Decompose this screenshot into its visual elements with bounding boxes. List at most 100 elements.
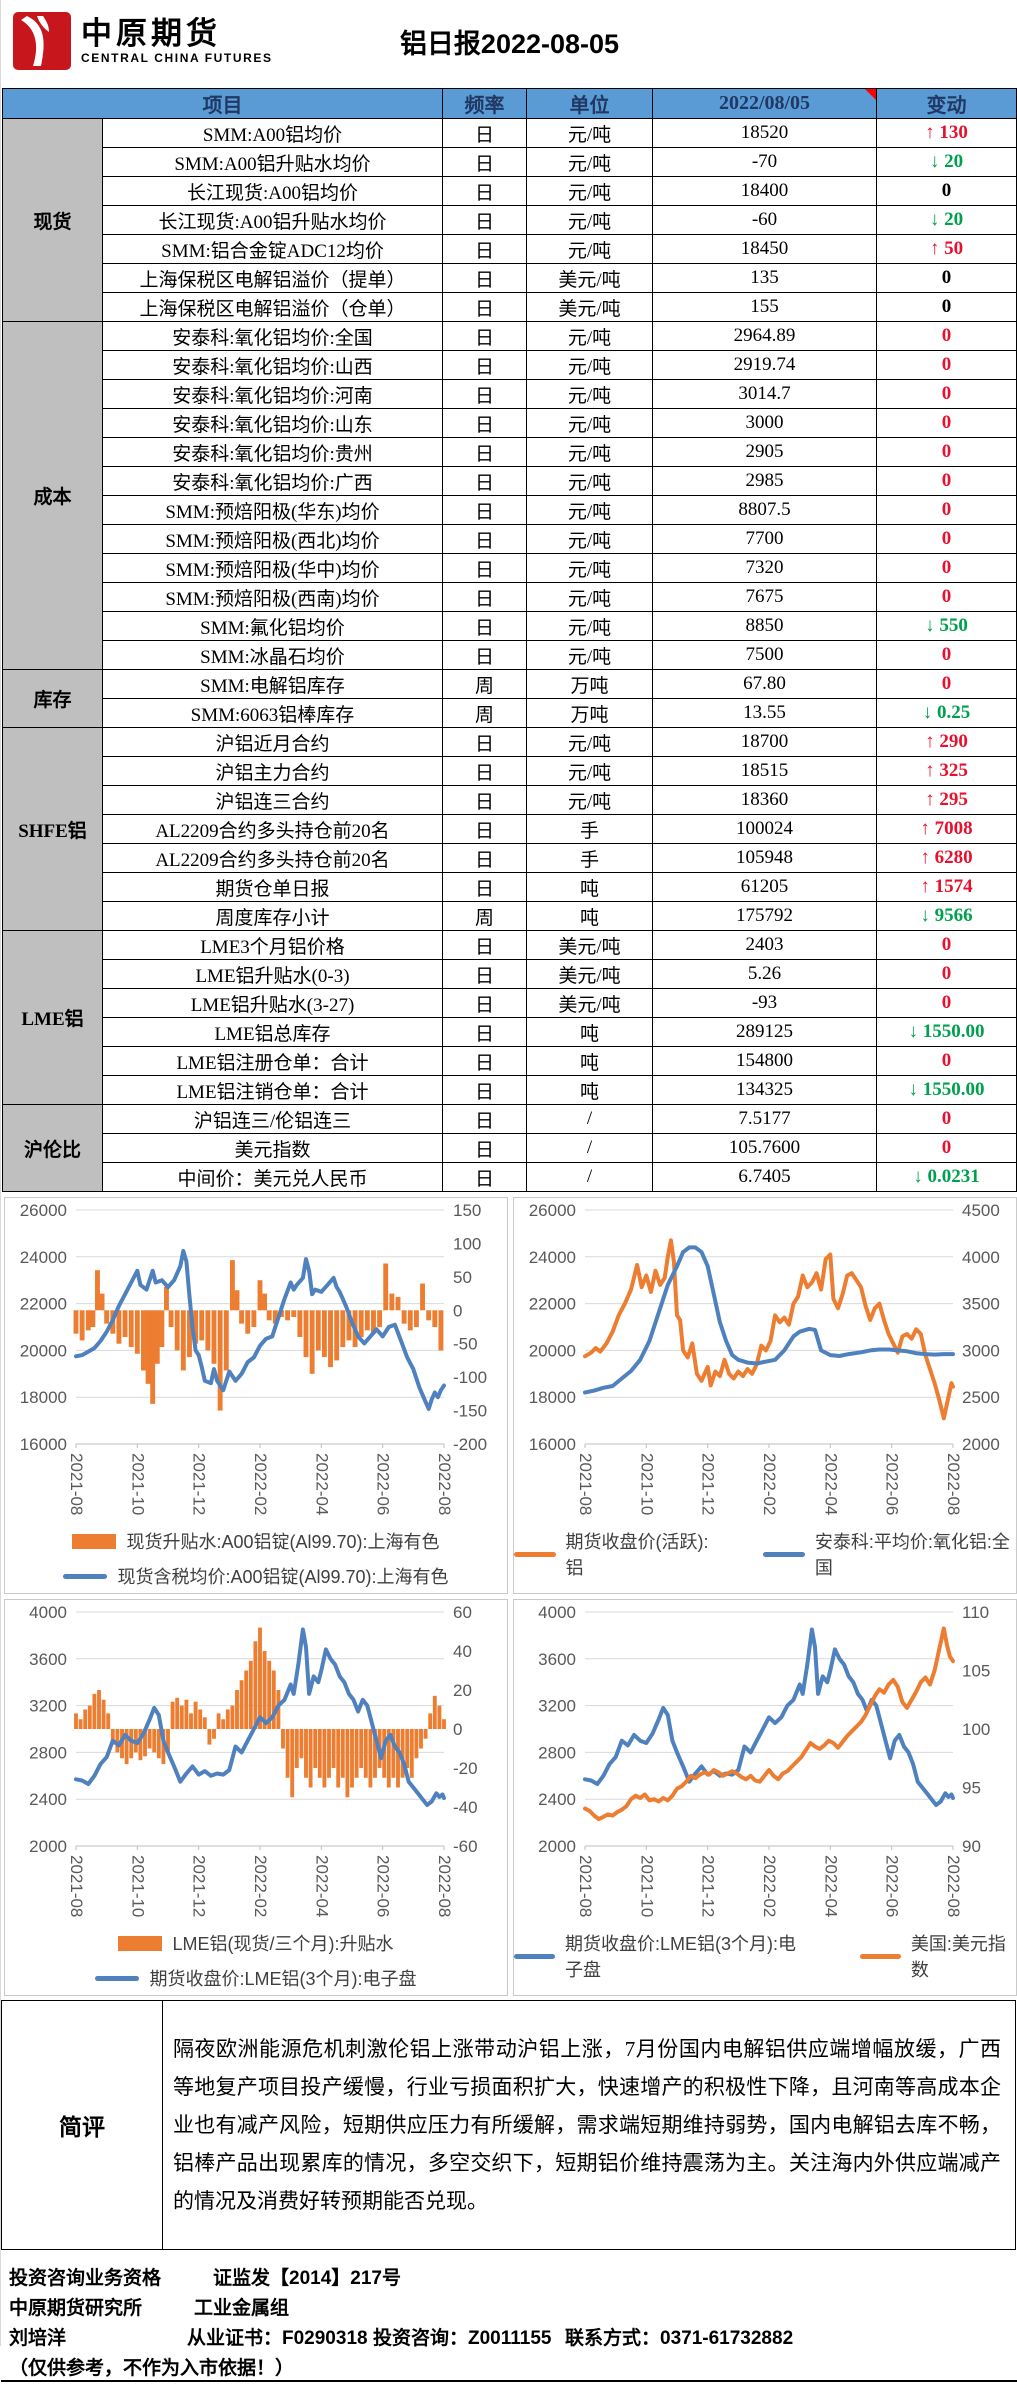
svg-text:22000: 22000 bbox=[529, 1295, 576, 1314]
item-name-cell: 上海保税区电解铝溢价（提单） bbox=[102, 263, 443, 293]
item-name-cell: LME铝总库存 bbox=[102, 1017, 443, 1047]
frequency-cell: 日 bbox=[442, 785, 527, 815]
value-cell: 5.26 bbox=[652, 959, 877, 989]
footer-qualification-line: 投资咨询业务资格 证监发【2014】217号 bbox=[9, 2264, 1017, 2294]
frequency-cell: 日 bbox=[442, 350, 527, 380]
contact-phone: 联系方式：0371-61732882 bbox=[565, 2328, 794, 2349]
value-cell: 289125 bbox=[652, 1017, 877, 1047]
change-cell: 0 bbox=[876, 930, 1017, 960]
brand-name-en: CENTRAL CHINA FUTURES bbox=[81, 51, 273, 65]
legend-bar-swatch-icon bbox=[118, 1935, 163, 1951]
value-cell: 175792 bbox=[652, 901, 877, 931]
svg-text:4500: 4500 bbox=[962, 1201, 1000, 1220]
table-row: 成本 安泰科:氧化铝均价:全国日元/吨 2964.89 0 bbox=[2, 321, 1017, 670]
svg-text:2000: 2000 bbox=[29, 1837, 67, 1856]
table-row: AL2209合约多头持仓前20名日手 100024 ↑ 7008 bbox=[3, 814, 1017, 844]
frequency-cell: 日 bbox=[442, 1104, 527, 1134]
frequency-cell: 日 bbox=[442, 118, 527, 148]
chart-canvas: 16000 18000 20000 22000 24000 26000 150 100 50 0 -… bbox=[20, 1201, 487, 1515]
svg-text:26000: 26000 bbox=[20, 1201, 67, 1220]
change-cell: ↓ 550 bbox=[876, 611, 1017, 641]
item-name-cell: 周度库存小计 bbox=[102, 901, 443, 931]
legend-label: 美国:美元指数 bbox=[910, 1934, 1006, 1980]
change-cell: ↓ 20 bbox=[876, 147, 1017, 177]
report-footer: 投资咨询业务资格 证监发【2014】217号 中原期货研究所 工业金属组 刘培洋 从业… bbox=[1, 2250, 1017, 2382]
change-cell: ↑ 295 bbox=[876, 785, 1017, 815]
frequency-cell: 周 bbox=[442, 698, 527, 728]
item-name-cell: 安泰科:氧化铝均价:山东 bbox=[102, 408, 443, 438]
table-row: LME铝 LME3个月铝价格日美元/吨 2403 0 bbox=[2, 930, 1017, 1105]
svg-text:2500: 2500 bbox=[962, 1388, 1000, 1407]
unit-cell: 吨 bbox=[526, 901, 653, 931]
svg-text:24000: 24000 bbox=[529, 1248, 576, 1267]
change-cell: ↓ 9566 bbox=[876, 901, 1017, 931]
value-cell: 2985 bbox=[652, 466, 877, 496]
col-header-change: 变动 bbox=[876, 88, 1017, 119]
frequency-cell: 日 bbox=[442, 988, 527, 1018]
svg-text:105: 105 bbox=[962, 1662, 990, 1681]
unit-cell: 元/吨 bbox=[526, 611, 653, 641]
svg-text:16000: 16000 bbox=[529, 1435, 576, 1454]
change-cell: 0 bbox=[876, 379, 1017, 409]
svg-text:2021-12: 2021-12 bbox=[699, 1453, 718, 1515]
analyst-name: 刘培洋 bbox=[9, 2328, 67, 2349]
report-header: 中原期货 CENTRAL CHINA FUTURES 铝日报2022-08-05 bbox=[1, 0, 1017, 88]
svg-text:2021-10: 2021-10 bbox=[128, 1453, 147, 1515]
chart-canvas: 2000 2400 2800 3200 3600 4000 60 40 20 0 -20 -40 -60… bbox=[29, 1603, 477, 1917]
svg-text:2021-12: 2021-12 bbox=[190, 1453, 209, 1515]
table-row: 安泰科:氧化铝均价:广西日元/吨 2985 0 bbox=[3, 466, 1017, 496]
svg-text:95: 95 bbox=[962, 1779, 981, 1798]
page-title: 铝日报2022-08-05 bbox=[399, 29, 620, 59]
svg-text:2022-04: 2022-04 bbox=[312, 1453, 331, 1515]
frequency-cell: 日 bbox=[442, 466, 527, 496]
table-row: 沪铝主力合约日元/吨 18515 ↑ 325 bbox=[3, 756, 1017, 786]
svg-text:26000: 26000 bbox=[529, 1201, 576, 1220]
unit-cell: / bbox=[526, 1104, 653, 1134]
item-name-cell: SMM:冰晶石均价 bbox=[102, 640, 443, 670]
chart-legend: 期货收盘价(活跃):铝 安泰科:平均价:氧化铝:全国 bbox=[514, 1528, 1016, 1580]
value-cell: 3000 bbox=[652, 408, 877, 438]
footer-group: 工业金属组 bbox=[194, 2298, 290, 2319]
frequency-cell: 日 bbox=[442, 263, 527, 293]
value-cell: 7320 bbox=[652, 553, 877, 583]
change-cell: ↓ 0.0231 bbox=[876, 1162, 1017, 1192]
item-name-cell: AL2209合约多头持仓前20名 bbox=[102, 843, 443, 873]
item-name-cell: 期货仓单日报 bbox=[102, 872, 443, 902]
change-cell: 0 bbox=[876, 1046, 1017, 1076]
item-name-cell: 长江现货:A00铝均价 bbox=[102, 176, 443, 206]
legend-label: 期货收盘价:LME铝(3个月):电子盘 bbox=[149, 1969, 417, 1989]
svg-text:-50: -50 bbox=[453, 1335, 478, 1354]
table-row: 安泰科:氧化铝均价:河南日元/吨 3014.7 0 bbox=[3, 379, 1017, 409]
table-row: 期货仓单日报日吨 61205 ↑ 1574 bbox=[3, 872, 1017, 902]
value-cell: 2403 bbox=[652, 930, 877, 960]
item-name-cell: 安泰科:氧化铝均价:山西 bbox=[102, 350, 443, 380]
table-row: SMM:6063铝棒库存周万吨 13.55 ↓ 0.25 bbox=[3, 698, 1017, 728]
value-cell: 105948 bbox=[652, 843, 877, 873]
report-table-body: 现货 SMM:A00铝均价日元/吨 18520 ↑ 130 SMM:A00铝升贴水均价日… bbox=[2, 118, 1017, 1192]
item-name-cell: 安泰科:氧化铝均价:贵州 bbox=[102, 437, 443, 467]
table-row: 中间价：美元兑人民币日/6.7405 ↓ 0.0231 bbox=[3, 1162, 1017, 1192]
item-name-cell: 沪铝近月合约 bbox=[102, 727, 443, 757]
svg-text:2021-08: 2021-08 bbox=[67, 1855, 86, 1917]
svg-text:2000: 2000 bbox=[538, 1837, 576, 1856]
value-cell: 2919.74 bbox=[652, 350, 877, 380]
value-cell: 135 bbox=[652, 263, 877, 293]
table-row: 安泰科:氧化铝均价:山东日元/吨 3000 0 bbox=[3, 408, 1017, 438]
svg-text:2022-04: 2022-04 bbox=[821, 1453, 840, 1515]
legend-line-swatch-icon bbox=[514, 1953, 556, 1959]
unit-cell: 元/吨 bbox=[526, 205, 653, 235]
legend-line-swatch-icon bbox=[859, 1953, 901, 1959]
change-cell: ↑ 290 bbox=[876, 727, 1017, 757]
svg-text:2022-06: 2022-06 bbox=[883, 1855, 902, 1917]
frequency-cell: 日 bbox=[442, 437, 527, 467]
legend-label: 期货收盘价:LME铝(3个月):电子盘 bbox=[565, 1934, 797, 1980]
change-cell: 0 bbox=[876, 263, 1017, 293]
svg-text:2021-12: 2021-12 bbox=[190, 1855, 209, 1917]
svg-text:60: 60 bbox=[453, 1603, 472, 1622]
table-row: SMM:预焙阳极(西北)均价日元/吨 7700 0 bbox=[3, 524, 1017, 554]
svg-text:2021-08: 2021-08 bbox=[67, 1453, 86, 1515]
unit-cell: 元/吨 bbox=[526, 727, 653, 757]
unit-cell: 万吨 bbox=[526, 698, 653, 728]
section-label: 现货 bbox=[2, 118, 103, 322]
